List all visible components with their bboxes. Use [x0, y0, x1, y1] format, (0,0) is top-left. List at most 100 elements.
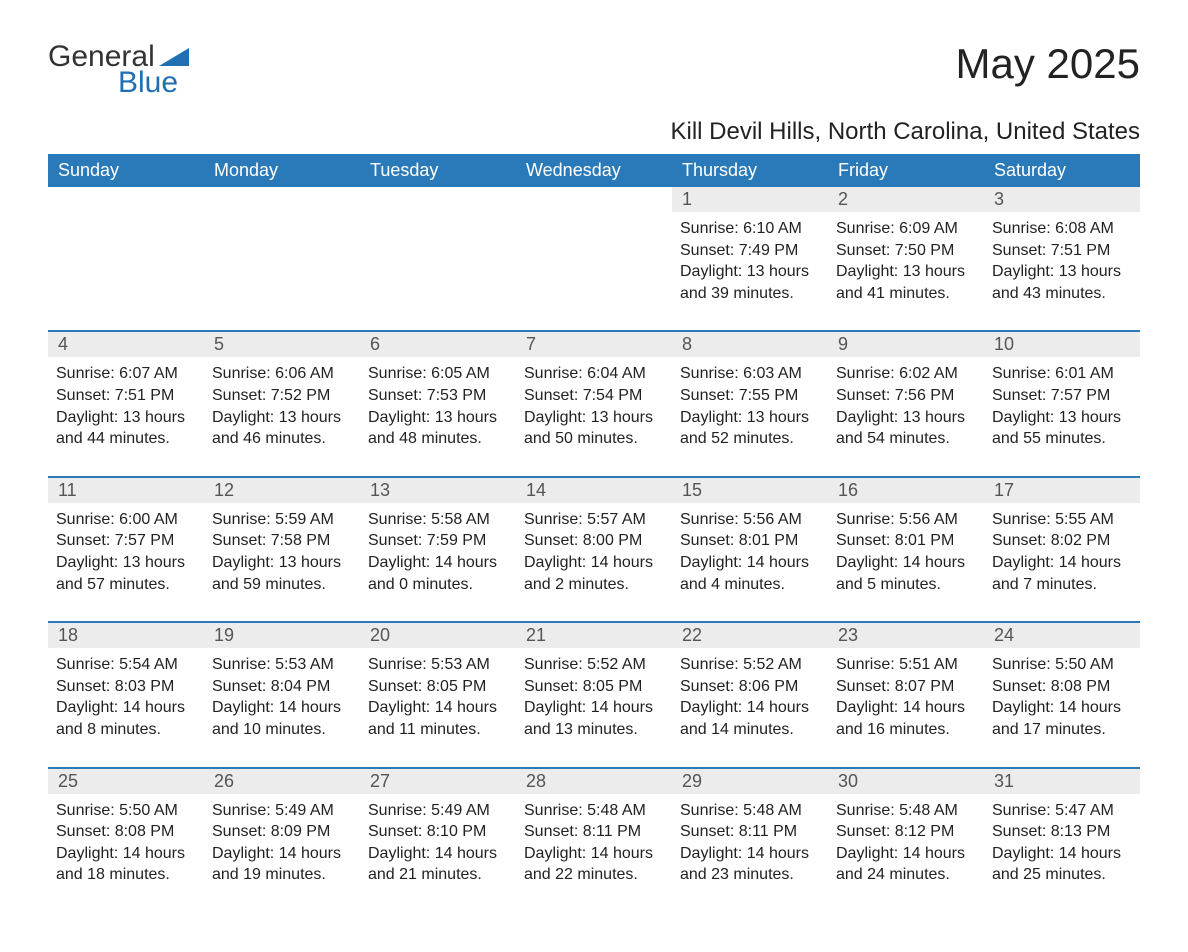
daylight-text: Daylight: 14 hours and 4 minutes.: [680, 552, 820, 595]
calendar-week-row: ....1Sunrise: 6:10 AMSunset: 7:49 PMDayl…: [48, 187, 1140, 331]
calendar-header-row: SundayMondayTuesdayWednesdayThursdayFrid…: [48, 154, 1140, 187]
daylight-text: Daylight: 14 hours and 0 minutes.: [368, 552, 508, 595]
daylight-text: Daylight: 13 hours and 57 minutes.: [56, 552, 196, 595]
day-number: 3: [984, 187, 1140, 212]
calendar-day-cell: 28Sunrise: 5:48 AMSunset: 8:11 PMDayligh…: [516, 768, 672, 912]
location-label: Kill Devil Hills, North Carolina, United…: [48, 118, 1140, 146]
day-body: Sunrise: 6:08 AMSunset: 7:51 PMDaylight:…: [984, 212, 1140, 330]
calendar-day-cell: 5Sunrise: 6:06 AMSunset: 7:52 PMDaylight…: [204, 331, 360, 476]
sunset-text: Sunset: 7:56 PM: [836, 385, 976, 407]
day-body: Sunrise: 5:50 AMSunset: 8:08 PMDaylight:…: [48, 794, 204, 912]
day-body: Sunrise: 6:01 AMSunset: 7:57 PMDaylight:…: [984, 357, 1140, 475]
calendar-day-cell: 27Sunrise: 5:49 AMSunset: 8:10 PMDayligh…: [360, 768, 516, 912]
daylight-text: Daylight: 13 hours and 55 minutes.: [992, 407, 1132, 450]
calendar-day-cell: 23Sunrise: 5:51 AMSunset: 8:07 PMDayligh…: [828, 622, 984, 767]
day-number: 31: [984, 769, 1140, 794]
sunrise-text: Sunrise: 6:03 AM: [680, 363, 820, 385]
sunset-text: Sunset: 8:08 PM: [56, 821, 196, 843]
day-body: Sunrise: 6:06 AMSunset: 7:52 PMDaylight:…: [204, 357, 360, 475]
brand-logo: General Blue: [48, 40, 189, 100]
daylight-text: Daylight: 14 hours and 21 minutes.: [368, 843, 508, 886]
sunrise-text: Sunrise: 6:04 AM: [524, 363, 664, 385]
calendar-day-cell: 19Sunrise: 5:53 AMSunset: 8:04 PMDayligh…: [204, 622, 360, 767]
sunrise-text: Sunrise: 6:02 AM: [836, 363, 976, 385]
sunrise-text: Sunrise: 5:55 AM: [992, 509, 1132, 531]
day-body: [516, 212, 672, 308]
sunset-text: Sunset: 8:03 PM: [56, 676, 196, 698]
sunset-text: Sunset: 7:54 PM: [524, 385, 664, 407]
sunset-text: Sunset: 8:01 PM: [680, 530, 820, 552]
day-body: Sunrise: 6:09 AMSunset: 7:50 PMDaylight:…: [828, 212, 984, 330]
day-header: Thursday: [672, 154, 828, 187]
sunrise-text: Sunrise: 6:07 AM: [56, 363, 196, 385]
day-body: Sunrise: 6:00 AMSunset: 7:57 PMDaylight:…: [48, 503, 204, 621]
sunrise-text: Sunrise: 6:08 AM: [992, 218, 1132, 240]
day-body: Sunrise: 5:54 AMSunset: 8:03 PMDaylight:…: [48, 648, 204, 766]
calendar-day-cell: 18Sunrise: 5:54 AMSunset: 8:03 PMDayligh…: [48, 622, 204, 767]
calendar-day-cell: 3Sunrise: 6:08 AMSunset: 7:51 PMDaylight…: [984, 187, 1140, 331]
calendar-day-cell: 7Sunrise: 6:04 AMSunset: 7:54 PMDaylight…: [516, 331, 672, 476]
day-number: 20: [360, 623, 516, 648]
sunrise-text: Sunrise: 6:05 AM: [368, 363, 508, 385]
sunrise-text: Sunrise: 5:51 AM: [836, 654, 976, 676]
sunrise-text: Sunrise: 5:48 AM: [524, 800, 664, 822]
day-header: Sunday: [48, 154, 204, 187]
day-body: Sunrise: 5:56 AMSunset: 8:01 PMDaylight:…: [672, 503, 828, 621]
sunset-text: Sunset: 8:08 PM: [992, 676, 1132, 698]
sunset-text: Sunset: 7:51 PM: [56, 385, 196, 407]
calendar-day-cell: 1Sunrise: 6:10 AMSunset: 7:49 PMDaylight…: [672, 187, 828, 331]
daylight-text: Daylight: 14 hours and 10 minutes.: [212, 697, 352, 740]
day-number: 5: [204, 332, 360, 357]
daylight-text: Daylight: 13 hours and 54 minutes.: [836, 407, 976, 450]
sunset-text: Sunset: 7:58 PM: [212, 530, 352, 552]
day-body: Sunrise: 5:55 AMSunset: 8:02 PMDaylight:…: [984, 503, 1140, 621]
month-title: May 2025: [956, 40, 1140, 88]
day-body: Sunrise: 6:02 AMSunset: 7:56 PMDaylight:…: [828, 357, 984, 475]
calendar-day-cell: 17Sunrise: 5:55 AMSunset: 8:02 PMDayligh…: [984, 477, 1140, 622]
daylight-text: Daylight: 14 hours and 2 minutes.: [524, 552, 664, 595]
sunset-text: Sunset: 8:01 PM: [836, 530, 976, 552]
sunrise-text: Sunrise: 5:56 AM: [680, 509, 820, 531]
day-header: Wednesday: [516, 154, 672, 187]
sunrise-text: Sunrise: 5:52 AM: [524, 654, 664, 676]
day-body: Sunrise: 5:48 AMSunset: 8:11 PMDaylight:…: [516, 794, 672, 912]
day-body: Sunrise: 5:53 AMSunset: 8:05 PMDaylight:…: [360, 648, 516, 766]
day-body: Sunrise: 5:58 AMSunset: 7:59 PMDaylight:…: [360, 503, 516, 621]
calendar-day-cell: 26Sunrise: 5:49 AMSunset: 8:09 PMDayligh…: [204, 768, 360, 912]
sunrise-text: Sunrise: 5:53 AM: [212, 654, 352, 676]
day-number: 4: [48, 332, 204, 357]
daylight-text: Daylight: 13 hours and 48 minutes.: [368, 407, 508, 450]
sunrise-text: Sunrise: 5:50 AM: [992, 654, 1132, 676]
day-header: Friday: [828, 154, 984, 187]
day-body: Sunrise: 5:48 AMSunset: 8:12 PMDaylight:…: [828, 794, 984, 912]
sunset-text: Sunset: 8:05 PM: [524, 676, 664, 698]
day-number: 30: [828, 769, 984, 794]
sunset-text: Sunset: 7:57 PM: [992, 385, 1132, 407]
daylight-text: Daylight: 14 hours and 24 minutes.: [836, 843, 976, 886]
daylight-text: Daylight: 14 hours and 18 minutes.: [56, 843, 196, 886]
day-number: 19: [204, 623, 360, 648]
sunset-text: Sunset: 7:51 PM: [992, 240, 1132, 262]
day-body: Sunrise: 5:53 AMSunset: 8:04 PMDaylight:…: [204, 648, 360, 766]
daylight-text: Daylight: 13 hours and 59 minutes.: [212, 552, 352, 595]
calendar-day-cell: 14Sunrise: 5:57 AMSunset: 8:00 PMDayligh…: [516, 477, 672, 622]
sunrise-text: Sunrise: 5:57 AM: [524, 509, 664, 531]
calendar-day-cell: 9Sunrise: 6:02 AMSunset: 7:56 PMDaylight…: [828, 331, 984, 476]
calendar-day-cell: 2Sunrise: 6:09 AMSunset: 7:50 PMDaylight…: [828, 187, 984, 331]
calendar-table: SundayMondayTuesdayWednesdayThursdayFrid…: [48, 154, 1140, 912]
day-body: Sunrise: 5:49 AMSunset: 8:09 PMDaylight:…: [204, 794, 360, 912]
day-body: Sunrise: 6:07 AMSunset: 7:51 PMDaylight:…: [48, 357, 204, 475]
day-body: Sunrise: 5:57 AMSunset: 8:00 PMDaylight:…: [516, 503, 672, 621]
calendar-day-cell: 20Sunrise: 5:53 AMSunset: 8:05 PMDayligh…: [360, 622, 516, 767]
day-body: Sunrise: 6:10 AMSunset: 7:49 PMDaylight:…: [672, 212, 828, 330]
day-number: 13: [360, 478, 516, 503]
day-number: 9: [828, 332, 984, 357]
sunset-text: Sunset: 7:57 PM: [56, 530, 196, 552]
sunrise-text: Sunrise: 5:59 AM: [212, 509, 352, 531]
sunset-text: Sunset: 8:04 PM: [212, 676, 352, 698]
calendar-day-cell: 16Sunrise: 5:56 AMSunset: 8:01 PMDayligh…: [828, 477, 984, 622]
calendar-day-cell: 4Sunrise: 6:07 AMSunset: 7:51 PMDaylight…: [48, 331, 204, 476]
daylight-text: Daylight: 14 hours and 11 minutes.: [368, 697, 508, 740]
daylight-text: Daylight: 14 hours and 19 minutes.: [212, 843, 352, 886]
daylight-text: Daylight: 14 hours and 8 minutes.: [56, 697, 196, 740]
